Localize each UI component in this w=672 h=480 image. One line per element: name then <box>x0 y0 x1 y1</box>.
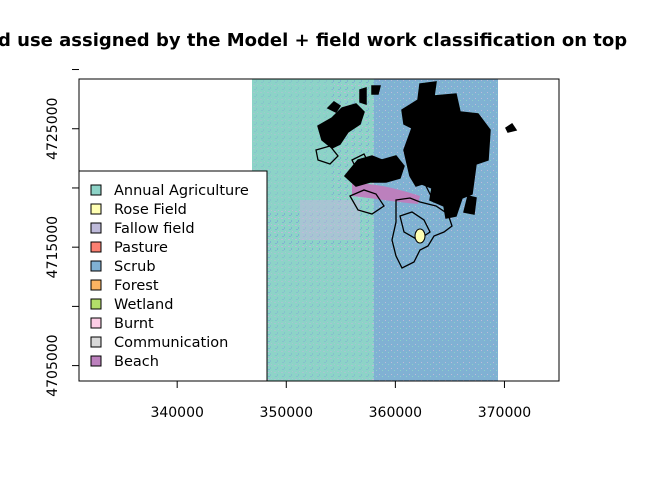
y-axis: 4705000 4715000 4725000 <box>45 69 79 397</box>
legend-swatch <box>90 222 102 234</box>
field-polygon <box>359 86 367 106</box>
legend-label: Annual Agriculture <box>114 183 249 199</box>
field-outlines <box>315 145 453 269</box>
field-outline-central <box>349 189 385 215</box>
field-outline-west <box>315 145 339 165</box>
legend-label: Pasture <box>114 240 168 256</box>
field-outline-south <box>399 211 431 241</box>
y-tick-label: 4705000 <box>45 334 61 396</box>
field-outline-south <box>391 197 453 269</box>
field-polygon <box>326 101 342 113</box>
legend-label: Beach <box>114 354 159 370</box>
legend-label: Communication <box>114 335 228 351</box>
x-tick-label: 360000 <box>369 405 422 421</box>
x-tick-label: 350000 <box>260 405 313 421</box>
y-tick-label: 4715000 <box>45 216 61 278</box>
field-cluster-central <box>343 155 405 187</box>
field-cluster-east <box>401 81 491 219</box>
legend: Annual Agriculture Rose Field Fallow field… <box>78 170 268 382</box>
raster-patch <box>270 250 370 381</box>
legend-swatch <box>90 279 102 291</box>
legend-swatch <box>90 298 102 310</box>
rose-field-polygon <box>414 228 426 244</box>
legend-label: Wetland <box>114 297 173 313</box>
legend-swatch <box>90 260 102 272</box>
field-outline-east <box>424 185 447 203</box>
map-title: d use assigned by the Model + field work… <box>0 30 627 51</box>
field-polygon <box>371 85 381 95</box>
legend-swatch <box>90 317 102 329</box>
legend-swatch <box>90 241 102 253</box>
legend-label: Forest <box>114 278 159 294</box>
legend-box <box>78 170 268 382</box>
x-tick-label: 340000 <box>150 405 203 421</box>
x-axis: 340000 350000 360000 370000 <box>150 381 531 421</box>
field-cluster-north <box>317 103 365 149</box>
legend-swatch <box>90 203 102 215</box>
legend-swatch <box>90 184 102 196</box>
field-polygons <box>317 81 518 219</box>
legend-label: Scrub <box>114 259 156 275</box>
field-outline-central <box>351 153 373 177</box>
x-tick-label: 370000 <box>478 405 531 421</box>
field-polygon <box>463 195 477 215</box>
legend-label: Fallow field <box>114 221 195 237</box>
field-polygon-outlier <box>505 122 518 133</box>
legend-label: Rose Field <box>114 202 187 218</box>
legend-swatch <box>90 355 102 367</box>
y-tick-label: 4725000 <box>45 98 61 160</box>
raster-patch <box>300 200 360 240</box>
legend-label: Burnt <box>114 316 154 332</box>
legend-swatch <box>90 336 102 348</box>
